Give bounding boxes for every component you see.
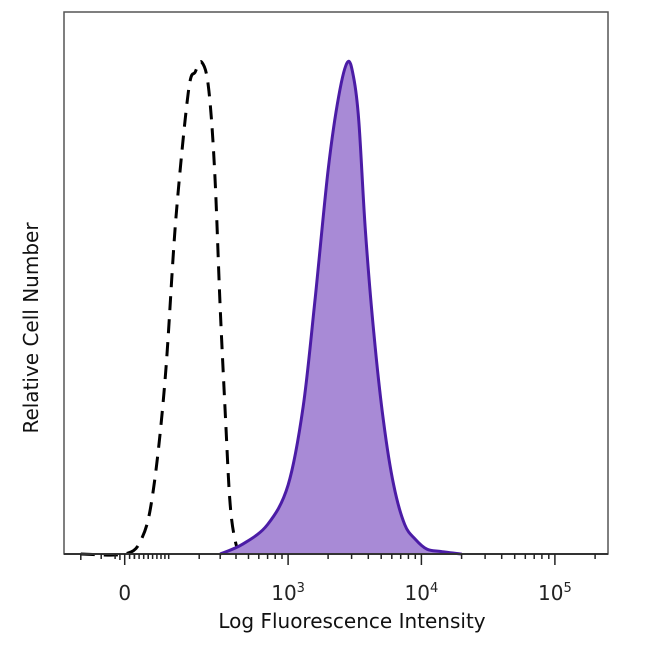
x-tick-label-3: 105 (538, 581, 572, 605)
x-tick-label-2: 104 (405, 581, 439, 605)
series-1-area (220, 61, 462, 554)
x-axis-title: Log Fluorescence Intensity (218, 609, 485, 633)
series-0-line (80, 60, 243, 557)
x-axis-ticks (80, 554, 596, 565)
y-axis-title: Relative Cell Number (19, 222, 43, 434)
series-1-line (219, 59, 462, 556)
x-tick-labels: 0 103 104 105 (118, 581, 571, 605)
series-group (64, 59, 608, 557)
x-tick-label-1: 103 (271, 581, 305, 605)
x-tick-label-0: 0 (118, 581, 131, 605)
